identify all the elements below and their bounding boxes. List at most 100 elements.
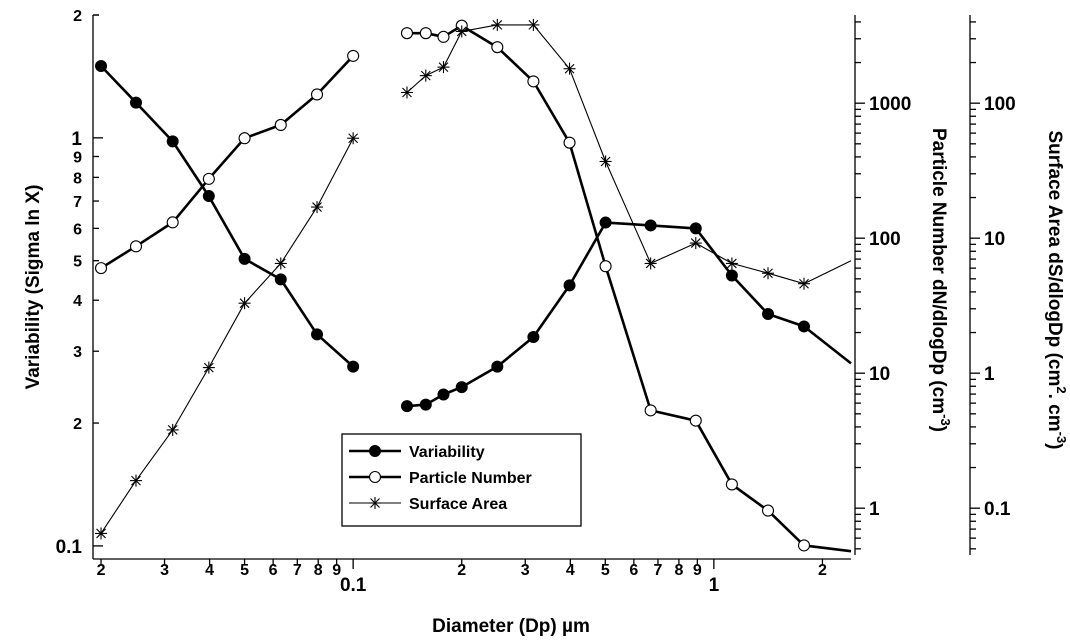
variability-point xyxy=(725,269,738,282)
variability-point xyxy=(95,59,108,72)
particle-number-point xyxy=(238,132,251,145)
asterisk-stroke xyxy=(492,20,503,30)
asterisk-stroke xyxy=(348,133,359,144)
legend-marker-surface-area xyxy=(369,497,381,509)
particle-number-point xyxy=(310,88,324,101)
asterisk-stroke xyxy=(402,87,412,98)
particle-number-point xyxy=(689,414,702,427)
y-axis-right2-label-end: ) xyxy=(1044,443,1065,449)
asterisk-stroke xyxy=(645,258,656,269)
surface-area-point xyxy=(311,201,324,214)
series-layer xyxy=(94,18,852,553)
variability-point xyxy=(419,398,432,411)
x-tick-label: 5 xyxy=(601,562,610,579)
surface-area-point xyxy=(419,69,432,82)
x-tick-label: 2 xyxy=(457,562,466,579)
particle-number-point xyxy=(599,260,612,273)
variability-point xyxy=(202,190,215,203)
x-tick-label: 4 xyxy=(205,562,214,579)
legend-label-particle-number: Particle Number xyxy=(409,470,532,487)
particle-number-point xyxy=(94,262,108,275)
x-tick-label: 3 xyxy=(160,562,169,579)
particle-number-point xyxy=(527,75,540,88)
x-tick-label: 3 xyxy=(521,562,530,579)
x-tick-label: 6 xyxy=(629,562,638,579)
variability-point xyxy=(455,381,468,394)
y-left-tick-label: 8 xyxy=(73,170,82,187)
y-axis-right1-label-main: Particle Number dN/dlogDp (cm xyxy=(928,128,949,414)
surface-area-point xyxy=(689,237,702,250)
particle-number-point xyxy=(797,539,811,552)
particle-number-point xyxy=(725,478,738,491)
variability-point xyxy=(166,135,179,148)
particle-number-point xyxy=(563,136,576,149)
y-left-tick-label: 7 xyxy=(73,194,82,211)
x-tick-label: 2 xyxy=(97,562,106,579)
variability-point xyxy=(491,360,504,373)
variability-point xyxy=(129,96,142,109)
asterisk-stroke xyxy=(312,202,322,212)
y-axis-right1-label-end: ) xyxy=(928,426,949,432)
legend-label-surface-area: Surface Area xyxy=(409,496,507,513)
y-left-tick-label: 9 xyxy=(73,150,82,167)
surface-area-line xyxy=(406,24,852,285)
x-tick-label: 1 xyxy=(709,575,720,596)
variability-point xyxy=(527,331,540,344)
surface-area-point xyxy=(400,86,413,99)
surface-area-point xyxy=(563,62,576,75)
surface-area-point xyxy=(129,474,142,487)
x-tick-label: 7 xyxy=(293,562,302,579)
legend: Variability Particle Number Surface Area xyxy=(341,433,582,527)
y-left-tick-label: 4 xyxy=(73,293,82,310)
y-left-tick-label: 6 xyxy=(73,221,82,238)
particle-number-point xyxy=(491,41,504,54)
y-left-tick-label: 5 xyxy=(73,254,82,271)
variability-line xyxy=(406,221,852,408)
x-tick-label: 7 xyxy=(654,562,663,579)
asterisk-stroke xyxy=(564,63,575,74)
variability-point xyxy=(599,216,612,229)
surface-area-point xyxy=(798,277,811,290)
x-tick-label: 5 xyxy=(240,562,249,579)
y-axis-right2-label-mid: . cm xyxy=(1044,394,1065,432)
y-axis-right2-label-main: Surface Area dS/dlogDp (cm xyxy=(1044,130,1065,386)
variability-point xyxy=(798,320,811,333)
y-right2-tick-label: 0.1 xyxy=(984,499,1011,520)
surface-area-point xyxy=(599,155,612,168)
y-axis-right2-label-sup2: -3 xyxy=(1054,432,1069,444)
x-tick-label: 4 xyxy=(566,562,575,579)
particle-number-point xyxy=(129,240,143,253)
asterisk-stroke xyxy=(727,258,737,269)
surface-area-point xyxy=(491,18,504,31)
axis-labels: Diameter (Dp) µm Variability (Sigma ln X… xyxy=(23,128,1069,637)
asterisk-stroke xyxy=(456,26,467,37)
y-left-tick-label: 3 xyxy=(73,344,82,361)
variability-point xyxy=(238,252,251,265)
y-right2-tick-label: 10 xyxy=(984,229,1005,250)
legend-marker-variability xyxy=(369,445,381,457)
asterisk-stroke xyxy=(96,528,106,539)
asterisk-stroke xyxy=(167,425,178,435)
y-left-tick-label: 2 xyxy=(73,416,82,433)
variability-line xyxy=(100,65,355,368)
y-left-tick-label: 0.1 xyxy=(56,537,83,558)
surface-area-point xyxy=(95,527,108,540)
surface-area-point xyxy=(725,257,738,270)
variability-point xyxy=(400,400,413,413)
y-left-tick-label: 2 xyxy=(73,8,82,25)
particle-number-point xyxy=(274,118,287,131)
y-axis-right2-label: Surface Area dS/dlogDp (cm2. cm-3) xyxy=(1044,130,1069,449)
asterisk-stroke xyxy=(275,258,286,269)
particle-number-point xyxy=(202,172,215,185)
particle-number-point xyxy=(400,27,414,40)
x-tick-label: 9 xyxy=(693,562,702,579)
asterisk-stroke xyxy=(131,475,141,486)
y-right1-tick-label: 1000 xyxy=(869,94,911,115)
surface-area-point xyxy=(644,257,657,270)
asterisk-stroke xyxy=(203,362,214,373)
surface-area-point xyxy=(455,25,468,38)
y-left-tick-label: 1 xyxy=(71,129,82,150)
surface-area-point xyxy=(202,361,215,374)
axes-layer: 2 3 4 5 6 7 8 90.12 3 4 5 6 7 8 9120.12345678912110100… xyxy=(56,8,1016,596)
